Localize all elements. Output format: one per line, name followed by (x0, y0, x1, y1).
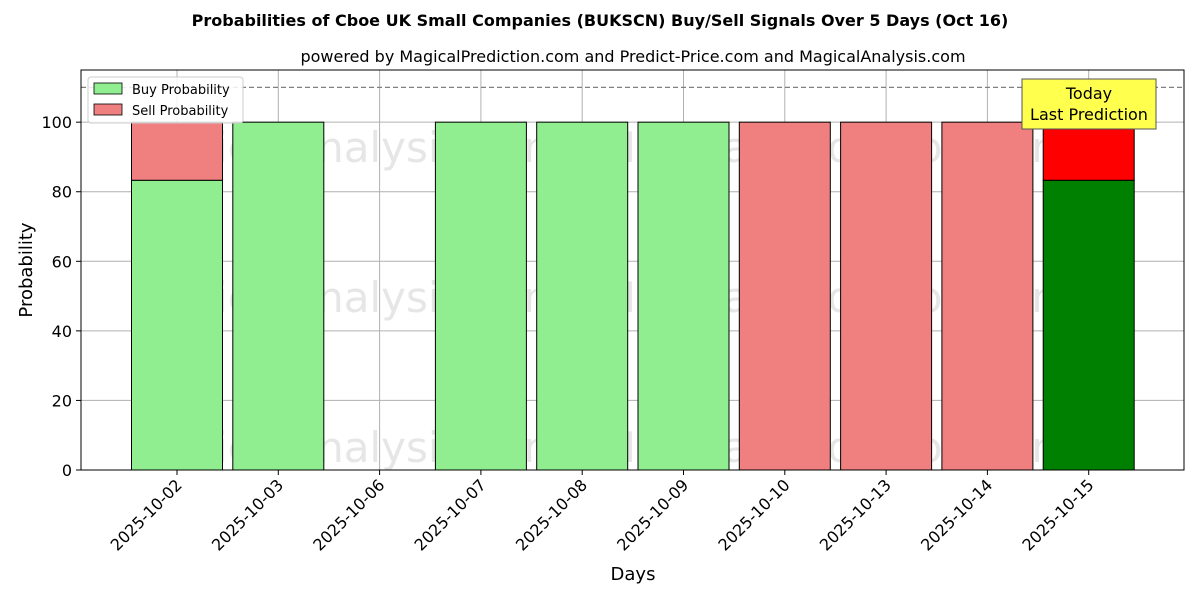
x-axis-label: Days (611, 564, 656, 585)
chart-subtitle: powered by MagicalPrediction.com and Pre… (300, 47, 965, 66)
legend-swatch-sell (93, 103, 123, 116)
y-tick-label: 0 (62, 461, 72, 480)
bar-buy (434, 121, 527, 471)
today-annotation: Today Last Prediction (1021, 78, 1157, 130)
bar-sell (738, 121, 831, 471)
annotation-line-last-prediction: Last Prediction (1030, 105, 1148, 124)
plot-frame (80, 69, 1185, 471)
y-tick-label: 100 (41, 113, 72, 132)
bar-sell (840, 121, 933, 471)
bar-buy (1042, 179, 1135, 471)
legend-label-buy: Buy Probability (132, 83, 230, 98)
legend-swatch-buy (93, 82, 123, 95)
bar-buy (232, 121, 325, 471)
bar-sell (1042, 121, 1135, 181)
annotation-box (1021, 78, 1157, 130)
bar-sell (941, 121, 1034, 471)
y-tick-label: 20 (52, 391, 72, 410)
legend: Buy Probability Sell Probability (87, 76, 244, 124)
y-axis-ticks: 0 20 40 60 80 100 (41, 113, 81, 480)
bar-sell (131, 121, 223, 181)
bar-buy (536, 121, 629, 471)
legend-label-sell: Sell Probability (132, 104, 229, 119)
legend-frame (87, 76, 244, 124)
chart-title: Probabilities of Cboe UK Small Companies… (192, 11, 1009, 30)
y-tick-label: 80 (52, 183, 72, 202)
bars (131, 121, 1135, 471)
annotation-line-today: Today (1065, 84, 1112, 103)
y-tick-label: 60 (52, 252, 72, 271)
bar-buy (131, 179, 223, 471)
y-tick-label: 40 (52, 322, 72, 341)
y-axis-label: Probability (16, 222, 37, 317)
bar-buy (637, 121, 730, 471)
